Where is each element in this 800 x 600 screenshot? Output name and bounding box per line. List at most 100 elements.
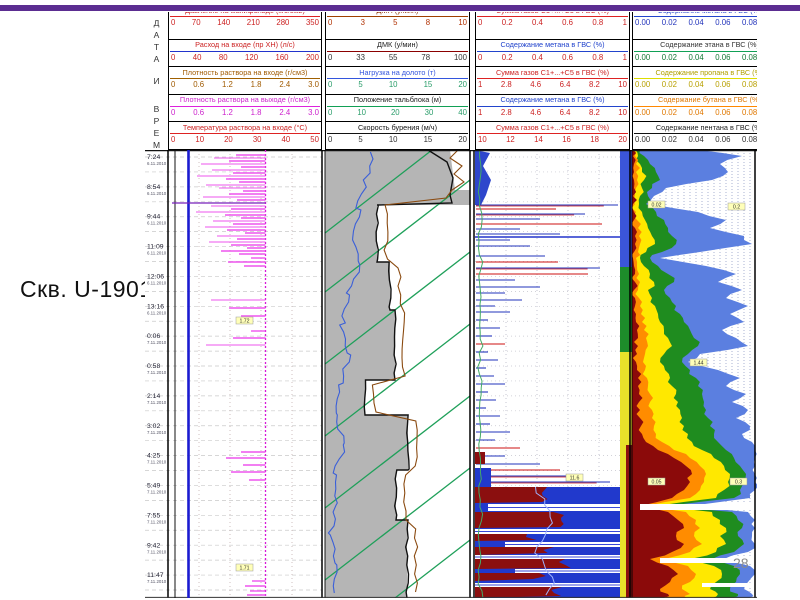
scale-tick: 2.8 [500,80,512,90]
track-header: ДМП (у/мин) 0 3 5 8 10 [326,12,469,40]
track-header: Сумма газов С1+...+С5 в ГВС (%) 10 12 14 16 1… [476,122,629,150]
svg-text:6.11.2010: 6.11.2010 [147,310,167,315]
datetime-letter: В [153,104,160,114]
gti-log-screenshot: ДАТАИВРЕМЯ Давление на манифольде (кгс/с… [145,12,757,598]
scale-tick: 33 [356,52,365,62]
track-header: Сумма газов С1+...+С5 в ГВС (%) 0 0.2 0.4 0.… [476,12,629,40]
track-scale: 0 0.6 1.2 1.8 2.4 3.0 [169,79,321,89]
scale-tick: 0.08 [742,80,757,90]
datetime-letter: М [152,140,161,150]
track-curve-color-line [327,133,468,135]
scale-tick: 10 [388,135,398,145]
track-curve-color-line [477,105,628,107]
svg-text:0.02: 0.02 [651,203,661,209]
track-curve-color-line [634,50,757,52]
track-title: Температура раствора на входе (°C) [182,122,308,132]
svg-text:0:06: 0:06 [147,333,160,340]
header-column-1: Давление на манифольде (кгс/см2) 0 70 140 21… [168,12,322,150]
scale-tick: 10 [478,135,487,145]
track-header: Расход на входе (пр ХН) (л/с) 0 40 80 120 160… [169,40,321,68]
datetime-letter: Д [153,18,160,28]
track-scale: 0 0.2 0.4 0.6 0.8 1 [476,52,629,62]
svg-text:5:49: 5:49 [147,483,160,490]
datetime-letter: И [153,76,160,86]
scale-tick: 100 [453,52,467,62]
track-curve-color-line [170,16,320,17]
svg-text:7.11.2010: 7.11.2010 [147,460,167,465]
scale-tick: 280 [276,18,290,27]
scale-tick: 0.6 [562,52,573,62]
track-header: ДМК (у/мин) 0 33 55 78 100 [326,40,469,68]
scale-tick: 210 [246,18,260,27]
track-title: Давление на манифольде (кгс/см2) [169,12,321,15]
svg-text:2:14: 2:14 [147,393,160,400]
scale-tick: 0 [328,52,333,62]
track-title: Содержание пентана в ГВС (%) [655,122,757,132]
time-axis-entry: 0:587.11.2010 [147,363,167,375]
track-title: Содержание этана в ГВС (%) [660,40,757,50]
scale-tick: 2.4 [279,80,291,90]
track-curve-color-line [327,16,468,17]
track-title: Содержание пропана в ГВС (%) [655,67,758,77]
scale-tick: 3 [360,18,365,27]
track-title: ДМК (у/мин) [377,40,418,50]
scale-tick: 200 [305,52,319,62]
scale-tick: 40 [281,135,291,145]
scale-tick: 80 [218,52,228,62]
scale-tick: 10 [618,80,627,90]
scale-tick: 0.08 [742,18,757,27]
track-curve-color-line [477,133,628,135]
svg-text:1.71: 1.71 [239,566,249,572]
track-title: Сумма газов С1+...+С5 в ГВС (%) [495,122,610,132]
track-curve-color-line [634,133,757,135]
track-header: Содержание метана в ГВС (%) 1 2.8 4.6 6.4 8.2… [476,95,629,123]
time-axis-entry: 12:066.11.2010 [147,273,167,285]
scale-tick: 0.08 [742,135,757,145]
scale-tick: 0.02 [661,107,677,117]
time-axis-entry: 0:067.11.2010 [147,333,167,345]
scale-tick: 1.8 [250,107,262,117]
svg-text:7.11.2010: 7.11.2010 [147,340,167,345]
svg-text:7:24: 7:24 [147,154,160,161]
value-callout: 1.71 [235,563,254,572]
scale-tick: 40 [192,52,202,62]
time-axis-entry: 2:147.11.2010 [147,393,167,405]
track-scale: 0.000.020.040.060.080.10 [633,134,757,144]
scale-tick: 1 [478,80,483,90]
scale-tick: 3.0 [308,107,319,117]
scale-tick: 0.02 [661,52,677,62]
track-header: Содержание этана в ГВС (%) 0.00 0.02 0.04 0.… [633,40,757,68]
value-callout: 0.05 [647,477,666,486]
scale-tick: 0.08 [742,52,757,62]
track-curve-color-line [634,105,757,107]
track-curve-color-line [327,78,468,80]
track-curve-color-line [170,133,320,135]
scale-tick: 0 [328,18,333,27]
svg-text:12:06: 12:06 [147,273,164,280]
time-axis-entry: 11:096.11.2010 [147,244,167,256]
scale-tick: 0 [328,135,333,145]
track-title: Содержание метана в ГВС (%) [500,95,605,105]
scale-tick: 350 [305,18,319,27]
scale-tick: 20 [618,135,627,145]
track-curve-color-line [477,78,628,80]
track-scale: 0.000.020.040.060.080.10 [633,107,757,117]
scale-tick: 0 [328,80,333,90]
scale-tick: 30 [424,107,434,117]
track-scale: 0 10 20 30 40 [326,107,469,117]
track-scale: 1 2.8 4.6 6.4 8.2 10 [476,79,629,89]
scale-tick: 20 [458,80,467,90]
track-header: Нагрузка на долото (т) 0 5 10 15 20 [326,67,469,95]
track-scale: 0 0.6 1.2 1.8 2.4 3.0 [169,107,321,117]
well-label: Скв. U-1901 [20,276,153,302]
track-scale: 0 10 20 30 40 50 [169,134,321,144]
time-axis-entry: 8:546.11.2010 [147,184,167,196]
svg-text:7.11.2010: 7.11.2010 [147,430,167,435]
scale-tick: 15 [423,135,433,145]
time-axis-entry: 7:557.11.2010 [147,512,167,524]
track-title: Плотность раствора на входе (г/см3) [182,67,308,77]
track-title: Содержание метана в ГВС (%) [633,12,757,15]
track-header: Содержание метана в ГВС (%) 0 0.2 0.4 0.6 0.8… [476,40,629,68]
svg-text:7:55: 7:55 [147,512,160,519]
scale-tick: 0.04 [688,52,704,62]
